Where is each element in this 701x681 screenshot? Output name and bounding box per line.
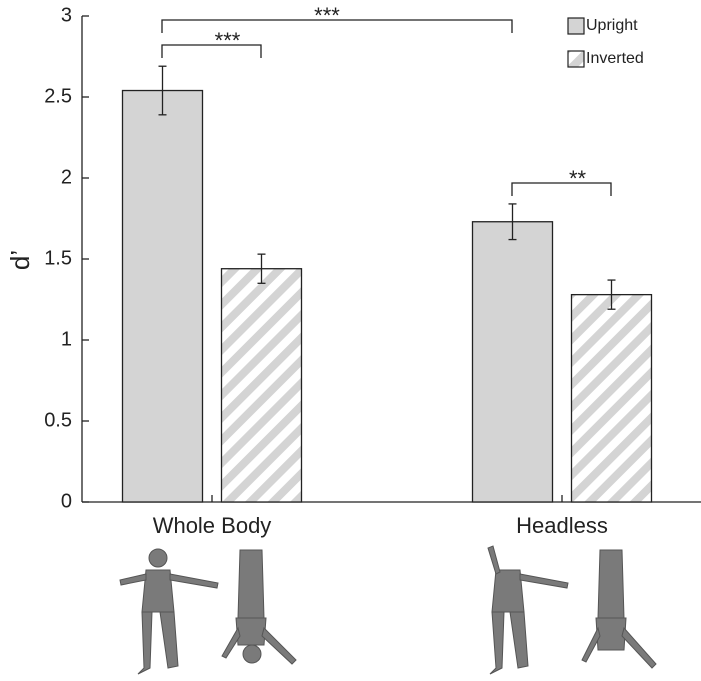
legend-label: Upright bbox=[586, 17, 638, 34]
error-bar bbox=[607, 279, 616, 310]
legend-label: Inverted bbox=[586, 50, 644, 67]
significance-label: *** bbox=[215, 28, 241, 53]
error-bar bbox=[257, 253, 266, 284]
error-bar bbox=[508, 203, 517, 241]
y-tick-label: 2.5 bbox=[44, 85, 72, 107]
y-axis-label: d’ bbox=[5, 250, 35, 270]
significance-bracket bbox=[511, 182, 612, 196]
y-tick-label: 2 bbox=[61, 166, 72, 188]
significance-bracket bbox=[161, 44, 262, 58]
significance-label: *** bbox=[314, 3, 340, 28]
error-bar bbox=[158, 65, 167, 116]
bar bbox=[570, 293, 653, 503]
figures bbox=[119, 545, 657, 675]
bar bbox=[220, 268, 303, 503]
y-tick-label: 1.5 bbox=[44, 247, 72, 269]
x-tick-label: Headless bbox=[516, 513, 608, 538]
bar bbox=[471, 221, 554, 503]
significance-label: ** bbox=[569, 166, 587, 191]
y-tick-label: 3 bbox=[61, 4, 72, 26]
legend-swatch bbox=[567, 50, 585, 68]
y-tick-label: 0 bbox=[61, 490, 72, 512]
significance-bracket bbox=[161, 19, 513, 33]
x-tick-label: Whole Body bbox=[153, 513, 272, 538]
legend-swatch bbox=[567, 17, 585, 35]
y-tick-label: 0.5 bbox=[44, 409, 72, 431]
bar bbox=[121, 89, 204, 503]
y-tick-label: 1 bbox=[61, 328, 72, 350]
